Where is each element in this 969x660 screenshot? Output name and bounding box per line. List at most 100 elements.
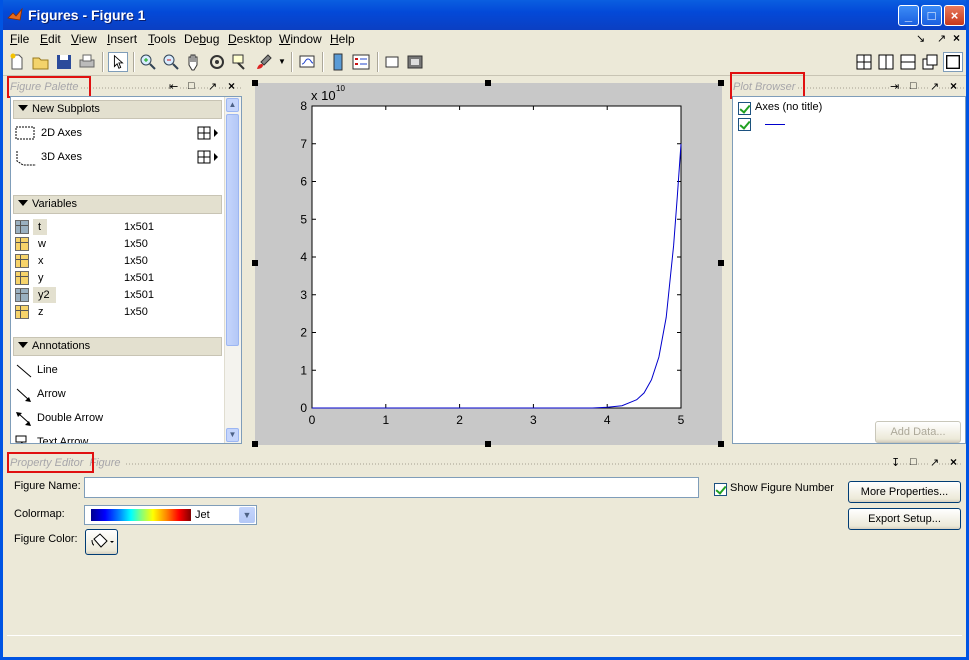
dock-arrow-icon[interactable]: ↗ xyxy=(937,33,947,45)
maximize-layout-icon[interactable] xyxy=(943,52,963,72)
expand-triangle-icon xyxy=(18,342,28,348)
pan-hand-icon[interactable] xyxy=(184,52,204,72)
resize-handle[interactable] xyxy=(252,80,258,86)
browser-collapse-icon[interactable]: ⇥ xyxy=(890,80,900,93)
grid-layout-icon[interactable] xyxy=(197,126,223,140)
line-swatch[interactable] xyxy=(765,124,785,125)
annotations-section[interactable]: Annotations xyxy=(13,337,222,356)
rotate-3d-icon[interactable] xyxy=(207,52,227,72)
menu-window[interactable]: Window xyxy=(279,32,322,46)
figure-color-button[interactable] xyxy=(85,529,118,555)
line-checkbox[interactable] xyxy=(738,118,751,131)
hide-plot-tools-icon[interactable] xyxy=(382,52,402,72)
zoom-in-icon[interactable] xyxy=(138,52,158,72)
scroll-thumb[interactable] xyxy=(226,114,239,346)
menu-close-icon[interactable]: × xyxy=(953,31,961,45)
editor-undock-icon[interactable]: ↗ xyxy=(930,456,940,469)
menu-file[interactable]: File xyxy=(10,32,30,46)
close-button[interactable]: × xyxy=(944,5,965,26)
variable-row[interactable]: t 1x501 xyxy=(15,219,215,235)
open-file-icon[interactable] xyxy=(31,52,51,72)
menu-edit[interactable]: Edit xyxy=(40,32,61,46)
axes-item-label[interactable]: Axes (no title) xyxy=(755,101,823,113)
scroll-up-icon[interactable]: ▲ xyxy=(226,98,239,112)
edit-plot-arrow-icon[interactable] xyxy=(108,52,128,72)
menu-debug[interactable]: Debug xyxy=(184,32,220,46)
add-data-button[interactable]: Add Data... xyxy=(875,421,961,443)
variables-section[interactable]: Variables xyxy=(13,195,222,214)
figure-color-label: Figure Color: xyxy=(14,533,78,545)
brush-dropdown-icon[interactable]: ▼ xyxy=(278,57,286,66)
zoom-out-icon[interactable] xyxy=(161,52,181,72)
annotation-label: Text Arrow xyxy=(37,436,89,444)
menu-view[interactable]: View xyxy=(71,32,97,46)
variable-row[interactable]: y2 1x501 xyxy=(15,287,215,303)
grid-layout-icon[interactable] xyxy=(197,150,223,164)
colormap-dropdown-icon[interactable]: ▼ xyxy=(239,507,255,523)
undock-icon[interactable]: ↘ xyxy=(916,33,926,45)
variable-row[interactable]: w 1x50 xyxy=(15,236,215,252)
resize-handle[interactable] xyxy=(485,80,491,86)
series-line[interactable] xyxy=(312,143,682,409)
resize-handle[interactable] xyxy=(718,441,724,447)
new-figure-icon[interactable] xyxy=(7,52,27,72)
palette-collapse-icon[interactable]: ⇤ xyxy=(169,80,179,93)
export-setup-button[interactable]: Export Setup... xyxy=(848,508,961,530)
show-plot-tools-icon[interactable] xyxy=(405,52,425,72)
browser-undock-icon[interactable]: ↗ xyxy=(930,80,940,93)
tile-layout-icon[interactable] xyxy=(854,52,874,72)
colormap-select[interactable]: Jet ▼ xyxy=(84,505,257,525)
brush-icon[interactable] xyxy=(254,52,274,72)
link-plot-icon[interactable] xyxy=(297,52,317,72)
left-right-layout-icon[interactable] xyxy=(876,52,896,72)
variable-row[interactable]: x 1x50 xyxy=(15,253,215,269)
scroll-down-icon[interactable]: ▼ xyxy=(226,428,239,442)
menu-tools[interactable]: Tools xyxy=(148,32,177,46)
editor-close-icon[interactable]: × xyxy=(950,455,958,469)
figure-canvas[interactable]: 0 1 2 3 4 5 6 7 8 0 1 2 3 4 5 x 10 10 xyxy=(255,83,722,445)
subplot-label: 3D Axes xyxy=(41,151,82,163)
variable-size: 1x501 xyxy=(124,272,154,284)
float-layout-icon[interactable] xyxy=(920,52,940,72)
figure-name-input[interactable] xyxy=(84,477,699,498)
more-properties-button[interactable]: More Properties... xyxy=(848,481,961,503)
title-bar[interactable]: Figures - Figure 1 _ □ × xyxy=(3,0,966,30)
axes-checkbox[interactable] xyxy=(738,102,751,115)
browser-close-icon[interactable]: × xyxy=(950,79,958,93)
editor-minimize-icon[interactable]: ↧ xyxy=(891,456,901,469)
resize-handle[interactable] xyxy=(718,80,724,86)
save-icon[interactable] xyxy=(54,52,74,72)
highlight-box-palette xyxy=(7,76,91,98)
menu-help[interactable]: Help xyxy=(330,32,355,46)
variable-row[interactable]: z 1x50 xyxy=(15,304,215,320)
show-figure-number-checkbox[interactable] xyxy=(714,483,727,496)
menu-desktop[interactable]: Desktop xyxy=(228,32,273,46)
palette-undock-icon[interactable]: ↗ xyxy=(208,80,218,93)
colorbar-icon[interactable] xyxy=(328,52,348,72)
variable-name: z xyxy=(38,306,44,318)
plot-area[interactable]: 0 1 2 3 4 5 6 7 8 0 1 2 3 4 5 x 10 10 xyxy=(255,83,722,445)
section-label: Annotations xyxy=(32,340,91,352)
editor-maximize-icon[interactable]: □ xyxy=(910,456,917,468)
print-icon[interactable] xyxy=(77,52,97,72)
data-cursor-icon[interactable] xyxy=(230,52,250,72)
palette-scrollbar[interactable]: ▲ ▼ xyxy=(224,97,241,443)
axes-box[interactable] xyxy=(311,105,682,409)
menu-insert[interactable]: Insert xyxy=(107,32,138,46)
new-subplots-section[interactable]: New Subplots xyxy=(13,100,222,119)
browser-maximize-icon[interactable]: □ xyxy=(910,80,917,92)
resize-handle[interactable] xyxy=(252,441,258,447)
maximize-button[interactable]: □ xyxy=(921,5,942,26)
resize-handle[interactable] xyxy=(485,441,491,447)
section-label: Variables xyxy=(32,198,78,210)
minimize-button[interactable]: _ xyxy=(898,5,919,26)
resize-handle[interactable] xyxy=(252,260,258,266)
palette-maximize-icon[interactable]: □ xyxy=(188,80,195,92)
resize-handle[interactable] xyxy=(718,260,724,266)
legend-icon[interactable] xyxy=(351,52,371,72)
variable-row[interactable]: y 1x501 xyxy=(15,270,215,286)
palette-close-icon[interactable]: × xyxy=(228,79,236,93)
top-bottom-layout-icon[interactable] xyxy=(898,52,918,72)
close-icon: × xyxy=(950,8,959,23)
x-tick-label: 0 xyxy=(309,413,316,427)
